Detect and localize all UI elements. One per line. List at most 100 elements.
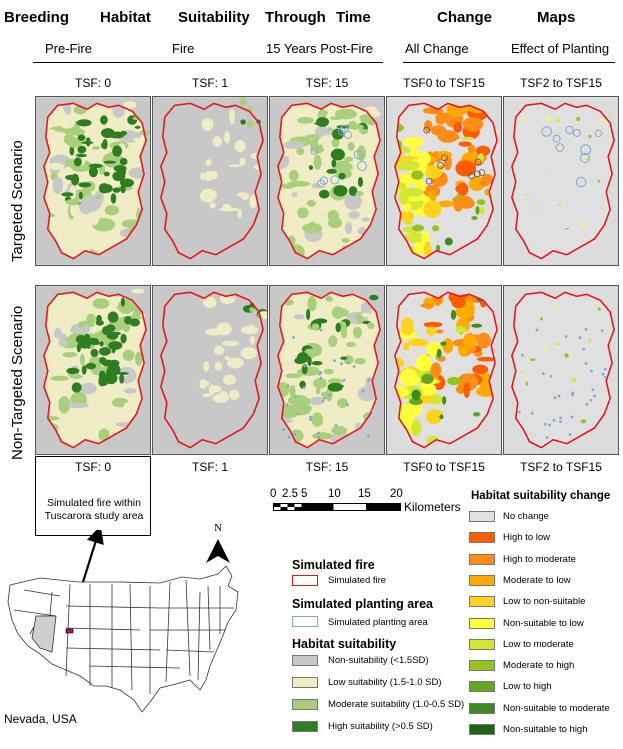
title-word-habitat: Habitat xyxy=(100,9,151,26)
panel-label-planting-bottom: TSF2 to TSF15 xyxy=(520,460,602,474)
scale-tick-15: 15 xyxy=(358,488,371,500)
panel-label-tsf0-top: TSF: 0 xyxy=(74,76,111,90)
legend-suitability-title: Habitat suitability xyxy=(292,637,397,651)
title-word-maps: Maps xyxy=(537,9,576,26)
legend-change-swatch xyxy=(469,724,495,735)
map-targeted-prefire xyxy=(35,96,151,266)
scale-unit: Kilometers xyxy=(404,500,461,514)
legend-change-swatch xyxy=(469,553,495,565)
legend-suitability-label: High suitability (>0.5 SD) xyxy=(328,721,433,732)
inset-map-label: Nevada, USA xyxy=(4,712,77,726)
inset-caption: Simulated fire within Tuscarora study ar… xyxy=(44,497,144,522)
legend-change-row: Non-suitable to moderate xyxy=(469,700,623,718)
north-arrow-icon xyxy=(206,539,230,563)
panel-label-tsf0-bottom: TSF: 0 xyxy=(74,460,111,474)
legend-change-swatch xyxy=(469,574,495,586)
legend-change-label: Non-suitable to moderate xyxy=(503,702,610,714)
title-word-through: Through xyxy=(265,9,326,26)
legend-change-row: Moderate to high xyxy=(469,657,623,675)
legend-change-swatch xyxy=(469,511,495,522)
title-word-suitability: Suitability xyxy=(178,9,250,26)
north-label: N xyxy=(214,522,222,534)
legend-change-swatch xyxy=(469,617,495,629)
legend-change-row: No change xyxy=(469,508,623,526)
legend-change-label: No change xyxy=(503,511,549,522)
legend-change-label: High to moderate xyxy=(503,553,576,565)
column-header-fire: Fire xyxy=(172,41,195,56)
legend-change-row: Non-suitable to high xyxy=(469,721,623,739)
map-non-targeted-prefire xyxy=(35,285,151,455)
legend-change-label: Moderate to low xyxy=(503,574,571,586)
legend-change-label: Low to moderate xyxy=(503,638,574,650)
column-header-effect-planting: Effect of Planting xyxy=(511,41,610,56)
scale-tick-5: 5 xyxy=(301,488,308,500)
column-header-all-change: All Change xyxy=(405,41,469,56)
legend-change-row: High to moderate xyxy=(469,551,623,569)
legend-change-row: Non-suitable to low xyxy=(469,615,623,633)
legend-suitability-swatch xyxy=(292,677,318,688)
legend-change-row: Low to non-suitable xyxy=(469,593,623,611)
legend-planting-swatch xyxy=(292,616,318,627)
panel-label-tsf1-bottom: TSF: 1 xyxy=(191,460,228,474)
legend-change-swatch xyxy=(469,532,495,544)
inset-caption-box xyxy=(35,456,151,536)
map-non-targeted-post-fire xyxy=(269,285,385,455)
legend-change-row: Low to moderate xyxy=(469,636,623,654)
study-area-marker xyxy=(65,628,74,634)
legend-suitability-label: Low suitability (1.5-1.0 SD) xyxy=(328,677,442,688)
scale-tick-2-5: 2.5 xyxy=(282,488,298,500)
title-word-time: Time xyxy=(336,9,371,26)
legend-change-row: High to low xyxy=(469,529,623,547)
panel-label-planting-top: TSF2 to TSF15 xyxy=(520,76,602,90)
panel-label-change-top: TSF0 to TSF15 xyxy=(403,76,485,90)
legend-change-swatch xyxy=(469,638,495,650)
scale-bar xyxy=(273,503,401,511)
legend-change-label: High to low xyxy=(503,532,550,544)
legend-change-swatch xyxy=(469,681,495,693)
header-divider-left xyxy=(33,62,383,63)
legend-change-row: Low to high xyxy=(469,678,623,696)
legend-suitability-label: Moderate suitability (1.0-0.5 SD) xyxy=(328,699,465,710)
column-header-post-fire: 15 Years Post-Fire xyxy=(266,41,373,56)
legend-change-title: Habitat suitability change xyxy=(471,490,611,502)
map-targeted-fire xyxy=(152,96,268,266)
row-label-targeted: Targeted Scenario xyxy=(9,140,26,262)
legend-change-label: Non-suitable to high xyxy=(503,724,588,735)
us-inset-map xyxy=(7,530,239,713)
legend-change-label: Moderate to high xyxy=(503,660,575,672)
map-targeted-all-change xyxy=(386,96,502,266)
map-non-targeted-fire xyxy=(152,285,268,455)
legend-fire-swatch xyxy=(292,575,318,586)
map-non-targeted-all-change xyxy=(386,285,502,455)
map-non-targeted-planting-effect xyxy=(503,285,619,455)
title-word-breeding: Breeding xyxy=(4,9,70,26)
map-targeted-planting-effect xyxy=(503,96,619,266)
row-label-non-targeted: Non-Targeted Scenario xyxy=(9,305,26,460)
legend-suitability-swatch xyxy=(292,721,318,732)
scale-tick-20: 20 xyxy=(390,488,403,500)
legend-fire-title: Simulated fire xyxy=(292,558,375,572)
legend-suitability-swatch xyxy=(292,699,318,710)
legend-change-swatch xyxy=(469,596,495,608)
column-header-prefire: Pre-Fire xyxy=(45,41,92,56)
legend-change-swatch xyxy=(469,702,495,714)
scale-tick-10: 10 xyxy=(328,488,341,500)
panel-label-tsf15-top: TSF: 15 xyxy=(305,76,349,90)
legend-suitability-swatch xyxy=(292,655,318,666)
title-word-change: Change xyxy=(437,9,493,26)
legend-change-label: Non-suitable to low xyxy=(503,617,584,629)
panel-label-tsf1-top: TSF: 1 xyxy=(191,76,228,90)
legend-change-label: Low to high xyxy=(503,681,552,693)
scale-tick-0: 0 xyxy=(270,488,277,500)
us-states-outline xyxy=(7,565,239,713)
legend-change-row: Moderate to low xyxy=(469,572,623,590)
legend-planting-label: Simulated planting area xyxy=(328,617,428,628)
legend-change-label: Low to non-suitable xyxy=(503,596,586,608)
legend-change-swatch xyxy=(469,660,495,672)
legend-fire-label: Simulated fire xyxy=(328,575,387,586)
nevada-shape xyxy=(31,615,57,653)
header-divider-right xyxy=(403,62,615,63)
map-targeted-post-fire xyxy=(269,96,385,266)
legend-suitability-label: Non-suitability (<1.5SD) xyxy=(328,655,429,666)
panel-label-change-bottom: TSF0 to TSF15 xyxy=(403,460,485,474)
